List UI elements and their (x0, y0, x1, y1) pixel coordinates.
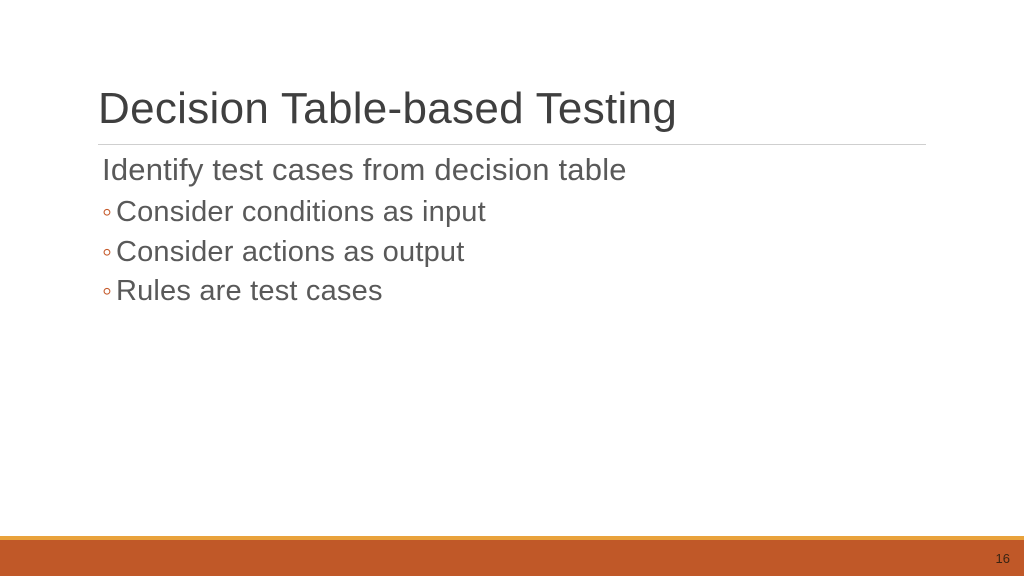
bullet-marker-icon: ◦ (102, 273, 112, 309)
slide-subtitle: Identify test cases from decision table (102, 152, 627, 188)
bullet-marker-icon: ◦ (102, 234, 112, 270)
slide-title: Decision Table-based Testing (98, 84, 677, 134)
bullet-text: Consider actions as output (116, 234, 465, 272)
bullet-text: Consider conditions as input (116, 194, 486, 232)
bullet-marker-icon: ◦ (102, 194, 112, 230)
page-number: 16 (996, 551, 1010, 566)
list-item: ◦ Rules are test cases (102, 273, 486, 311)
list-item: ◦ Consider conditions as input (102, 194, 486, 232)
bullet-text: Rules are test cases (116, 273, 383, 311)
footer-bar: 16 (0, 540, 1024, 576)
title-underline (98, 144, 926, 145)
slide: Decision Table-based Testing Identify te… (0, 0, 1024, 576)
bullet-list: ◦ Consider conditions as input ◦ Conside… (102, 194, 486, 313)
list-item: ◦ Consider actions as output (102, 234, 486, 272)
